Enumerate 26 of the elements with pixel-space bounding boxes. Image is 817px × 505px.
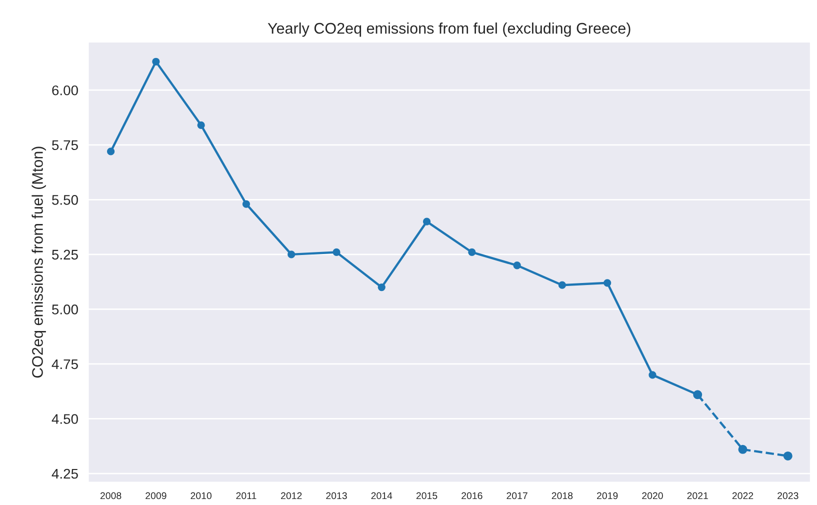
y-tick-label: 4.50 bbox=[52, 414, 78, 424]
x-tick-label: 2019 bbox=[597, 492, 618, 500]
x-tick-label: 2015 bbox=[416, 492, 438, 500]
x-tick-label: 2023 bbox=[778, 492, 798, 500]
x-tick-label: 2013 bbox=[326, 492, 347, 500]
x-tick-label: 2021 bbox=[687, 492, 708, 500]
x-tick-label: 2018 bbox=[552, 492, 573, 500]
x-tick-label: 2010 bbox=[190, 492, 212, 500]
x-tick-label: 2011 bbox=[236, 492, 256, 500]
x-tick-label: 2014 bbox=[371, 492, 392, 500]
y-tick-label: 4.25 bbox=[52, 468, 78, 479]
x-tick-label: 2008 bbox=[100, 492, 122, 500]
x-tick-label: 2012 bbox=[281, 492, 302, 500]
y-tick-label: 5.75 bbox=[52, 140, 78, 150]
y-tick-label: 6.00 bbox=[52, 85, 78, 96]
x-tick-label: 2009 bbox=[146, 492, 166, 500]
x-tick-label: 2022 bbox=[732, 492, 754, 500]
y-axis-title: CO2eq emissions from fuel (Mton) bbox=[32, 146, 46, 378]
chart-title: Yearly CO2eq emissions from fuel (excluding Greece) bbox=[268, 22, 630, 37]
x-tick-label: 2020 bbox=[642, 492, 663, 500]
y-tick-label: 5.50 bbox=[52, 194, 78, 205]
x-tick-label: 2016 bbox=[462, 492, 482, 500]
y-tick-label: 5.00 bbox=[52, 304, 78, 314]
x-tick-label: 2017 bbox=[506, 492, 528, 500]
y-tick-label: 5.25 bbox=[52, 250, 78, 260]
y-tick-label: 4.75 bbox=[52, 359, 78, 370]
